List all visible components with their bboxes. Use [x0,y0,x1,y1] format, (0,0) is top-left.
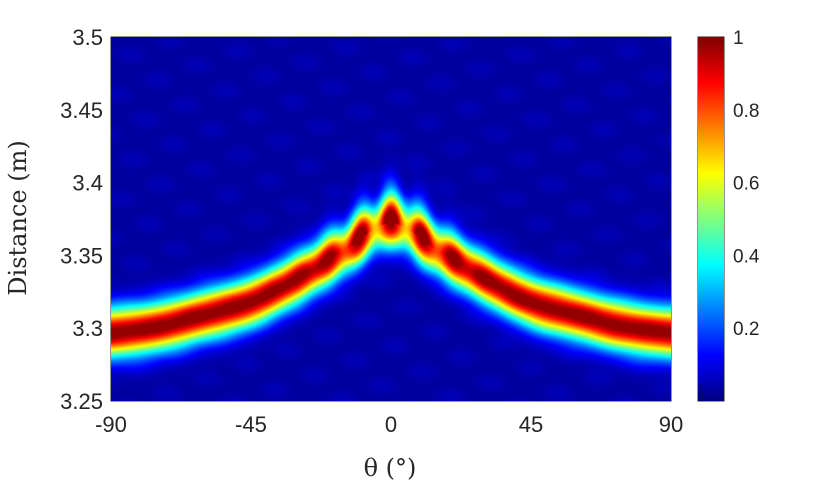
y-tick-label: 3.4 [72,171,103,196]
colorbar-tick-label: 0.6 [733,174,759,195]
colorbar-tick-label: 0.2 [733,319,759,340]
y-axis-label: Distance (m) [4,140,32,295]
x-axis-ticks: -90 -45 0 45 90 [95,37,683,437]
colorbar-tick-label: 1 [733,28,744,49]
colorbar-tick-label: 0.4 [733,246,760,267]
y-tick-label: 3.35 [60,243,103,268]
colorbar-gradient [698,37,724,401]
y-axis-ticks: 3.25 3.3 3.35 3.4 3.45 3.5 [60,25,671,414]
colorbar-tick-label: 0.8 [733,101,759,122]
heatmap-canvas [111,37,671,401]
x-tick-label: 0 [385,412,397,437]
x-tick-label: 90 [659,412,683,437]
y-tick-label: 3.25 [60,389,103,414]
colorbar-ticks: 0.2 0.4 0.6 0.8 1 [720,28,760,340]
x-axis-label: θ (°) [364,454,417,482]
x-tick-label: -45 [235,412,267,437]
y-tick-label: 3.5 [72,25,103,50]
y-tick-label: 3.3 [72,316,103,341]
x-tick-label: 45 [519,412,543,437]
x-tick-label: -90 [95,412,127,437]
y-tick-label: 3.45 [60,98,103,123]
